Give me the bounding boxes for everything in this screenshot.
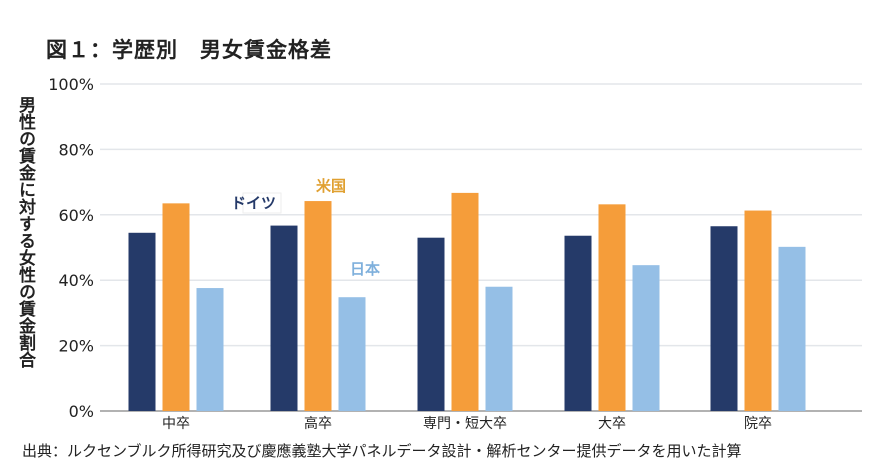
source-note: 出典：ルクセンブルク所得研究及び慶應義塾大学パネルデータ設計・解析センター提供デ… [22,442,742,460]
bar-ドイツ-高卒 [270,225,298,411]
x-tick-label: 院卒 [744,416,772,432]
x-tick-label: 高卒 [304,415,332,432]
legend-label-1: 米国 [316,177,346,195]
x-tick-label: 専門・短大卒 [423,416,507,432]
bar-日本-中卒 [196,288,224,411]
legend-label-0: ドイツ [231,194,276,212]
x-tick-label: 大卒 [598,416,626,432]
legend-label-2: 日本 [350,260,380,278]
y-tick-label: 20% [58,337,94,356]
bar-日本-専門・短大卒 [485,286,513,411]
bar-米国-大卒 [598,204,626,411]
bar-ドイツ-専門・短大卒 [417,237,445,411]
bar-ドイツ-中卒 [128,232,156,411]
bar-ドイツ-院卒 [710,226,738,411]
legend-label-bg [242,192,282,214]
y-tick-label: 80% [58,140,94,159]
bar-米国-院卒 [744,210,772,411]
y-tick-label: 100% [48,75,94,94]
chart-title: 図１：学歴別 男女賃金格差 [46,38,332,62]
y-tick-label: 0% [69,402,94,421]
bar-日本-大卒 [632,265,660,411]
bar-日本-院卒 [778,246,806,411]
y-tick-label: 40% [58,271,94,290]
bar-米国-中卒 [162,203,190,411]
y-axis-label: 男性の賃金に対する女性の賃金割合 [15,96,35,368]
bar-ドイツ-大卒 [564,235,592,411]
y-tick-label: 60% [58,206,94,225]
bar-米国-高卒 [304,201,332,411]
x-tick-label: 中卒 [162,416,190,432]
bar-米国-専門・短大卒 [451,192,479,411]
bar-日本-高卒 [338,297,366,411]
